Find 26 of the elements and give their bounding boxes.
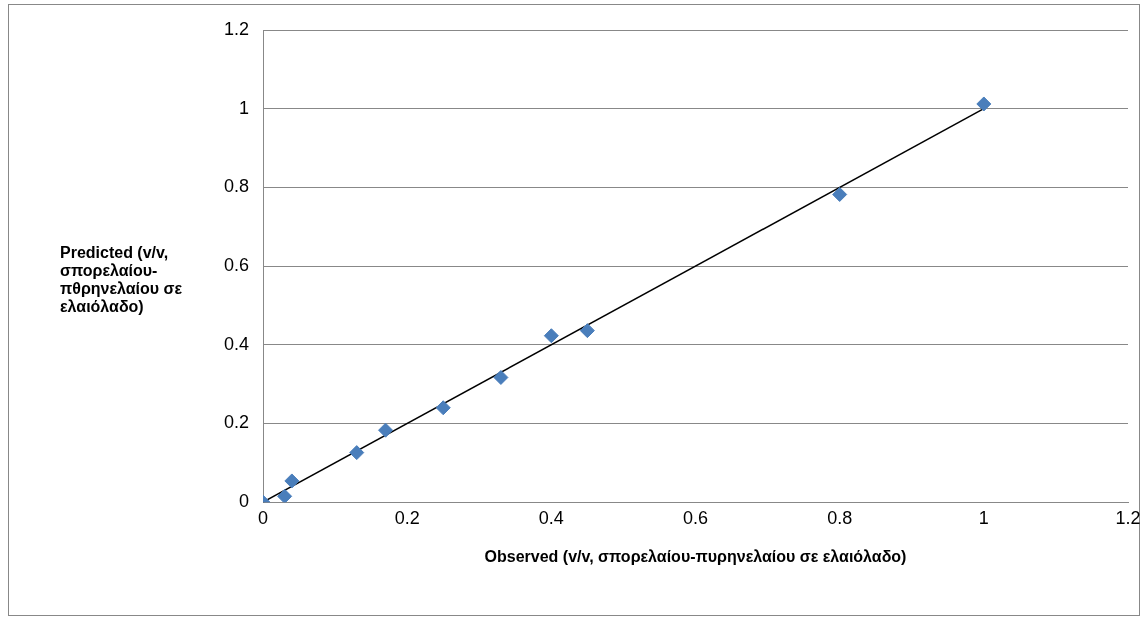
point: [435, 400, 451, 416]
point: [378, 422, 394, 438]
x-tick-label: 0.4: [538, 507, 564, 528]
x-tick-label: 0.6: [683, 507, 709, 528]
x-tick-label: 0.2: [394, 507, 420, 528]
x-tick-label: 0.8: [827, 507, 853, 528]
y-tick-label: 0.4: [223, 333, 250, 354]
y-tick-label: 0.6: [223, 255, 250, 276]
point: [832, 186, 848, 202]
point: [349, 445, 365, 461]
point: [976, 96, 992, 112]
y-tick-label: 0.2: [223, 412, 250, 433]
point: [493, 369, 509, 385]
y-tick-label: 0: [239, 491, 250, 512]
x-tick-label: 0: [258, 507, 269, 528]
point: [284, 473, 300, 489]
y-axis-title: Predicted (v/v, σπορελαίου-πθρηνελαίου σε ελαιόλαδο): [60, 244, 184, 316]
x-tick-label: 1.2: [1115, 507, 1141, 528]
point: [543, 328, 559, 344]
point: [579, 323, 595, 339]
y-tick-label: 1.2: [223, 18, 250, 39]
x-axis-title: Observed (v/v, σπορελαίου-πυρηνελαίου σε ελαιόλαδο): [484, 547, 907, 565]
y-tick-label: 0.8: [223, 176, 250, 197]
point: [277, 488, 293, 503]
y-tick-label: 1: [239, 97, 250, 118]
x-tick-label: 1: [978, 507, 989, 528]
